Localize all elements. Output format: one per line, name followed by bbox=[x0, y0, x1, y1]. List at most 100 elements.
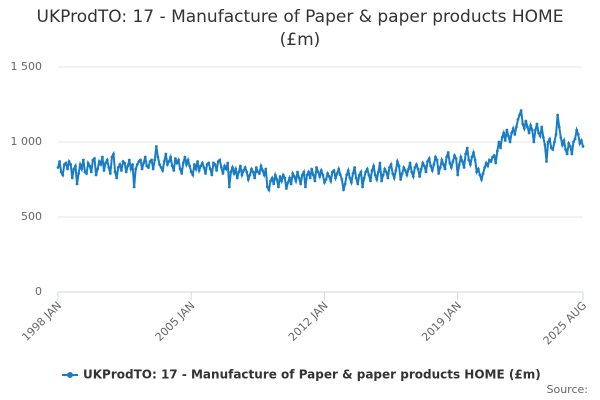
data-point bbox=[223, 164, 226, 168]
data-point bbox=[486, 164, 490, 168]
data-point bbox=[465, 146, 469, 150]
data-point bbox=[110, 155, 114, 159]
data-point bbox=[337, 167, 341, 171]
data-point bbox=[261, 169, 265, 172]
data-point bbox=[177, 158, 180, 162]
data-point bbox=[197, 169, 201, 172]
data-point bbox=[434, 155, 437, 159]
data-point bbox=[158, 163, 161, 166]
data-point bbox=[134, 167, 138, 171]
data-point bbox=[139, 158, 142, 162]
data-point bbox=[375, 178, 379, 181]
data-point bbox=[94, 173, 98, 177]
data-point bbox=[239, 164, 242, 168]
data-point bbox=[497, 140, 501, 144]
data-point bbox=[391, 172, 395, 175]
data-point bbox=[351, 172, 355, 175]
data-point bbox=[86, 161, 90, 165]
data-point bbox=[478, 173, 482, 177]
legend-label: UKProdTO: 17 - Manufacture of Paper & pa… bbox=[83, 368, 541, 382]
y-tick-label: 1 500 bbox=[11, 60, 43, 73]
data-point bbox=[503, 139, 507, 142]
data-point bbox=[64, 161, 68, 165]
data-point bbox=[196, 160, 199, 163]
data-point bbox=[415, 163, 418, 166]
data-point bbox=[386, 176, 390, 180]
data-point bbox=[234, 167, 238, 171]
data-point bbox=[151, 167, 155, 171]
data-point bbox=[232, 172, 236, 175]
data-point bbox=[189, 170, 193, 174]
data-point bbox=[166, 163, 169, 166]
data-point bbox=[378, 161, 382, 165]
data-point bbox=[437, 172, 441, 175]
x-tick-label: 2019 JAN bbox=[419, 299, 464, 344]
data-point bbox=[480, 178, 483, 181]
data-point bbox=[172, 169, 176, 172]
data-point bbox=[559, 136, 563, 139]
data-point bbox=[572, 140, 575, 144]
data-point bbox=[438, 166, 442, 169]
data-point bbox=[186, 158, 190, 162]
data-point bbox=[348, 176, 352, 180]
data-point bbox=[78, 163, 82, 166]
data-point bbox=[484, 161, 488, 165]
data-point bbox=[340, 178, 344, 181]
data-point bbox=[199, 164, 203, 168]
data-point bbox=[472, 151, 475, 154]
data-point bbox=[534, 128, 537, 132]
data-point bbox=[473, 158, 477, 162]
x-tick-label: 2005 JAN bbox=[153, 299, 198, 344]
data-point bbox=[69, 163, 73, 166]
data-point bbox=[104, 161, 107, 165]
data-point bbox=[350, 181, 353, 184]
data-point bbox=[511, 127, 515, 130]
data-point bbox=[551, 148, 555, 151]
data-point bbox=[97, 160, 101, 163]
data-point bbox=[532, 140, 536, 144]
data-point bbox=[85, 172, 88, 175]
data-point bbox=[389, 163, 393, 166]
data-point bbox=[240, 173, 244, 177]
data-point bbox=[124, 170, 128, 174]
data-point bbox=[564, 148, 567, 151]
data-point bbox=[513, 133, 517, 136]
data-point bbox=[304, 185, 307, 189]
data-point bbox=[422, 164, 426, 168]
data-point bbox=[185, 163, 188, 166]
data-point bbox=[101, 155, 104, 159]
data-point bbox=[408, 161, 412, 165]
data-point bbox=[530, 128, 534, 132]
data-point bbox=[265, 185, 269, 189]
data-point bbox=[462, 166, 466, 169]
x-tick-label: 2012 JAN bbox=[286, 299, 331, 344]
data-point bbox=[538, 134, 542, 138]
data-point bbox=[508, 140, 512, 144]
data-point bbox=[204, 172, 207, 175]
data-point bbox=[93, 157, 96, 160]
y-tick-label: 0 bbox=[35, 285, 42, 298]
data-point bbox=[215, 169, 219, 172]
data-point bbox=[202, 166, 206, 169]
data-point bbox=[251, 170, 255, 174]
data-point bbox=[264, 167, 268, 171]
data-point bbox=[253, 176, 257, 180]
data-point bbox=[526, 125, 529, 129]
data-point bbox=[541, 136, 545, 139]
data-point bbox=[127, 158, 131, 162]
data-point bbox=[578, 142, 582, 145]
data-point bbox=[181, 161, 185, 165]
series-line bbox=[57, 110, 584, 194]
data-point bbox=[59, 170, 63, 174]
data-point bbox=[419, 167, 423, 171]
data-point bbox=[183, 155, 187, 159]
data-point bbox=[453, 154, 456, 157]
data-point bbox=[573, 137, 577, 141]
data-point bbox=[289, 182, 293, 186]
data-point bbox=[129, 167, 133, 171]
data-point bbox=[288, 176, 291, 180]
data-point bbox=[277, 185, 280, 189]
data-point bbox=[424, 170, 428, 174]
data-point bbox=[556, 113, 560, 117]
data-point bbox=[272, 182, 276, 186]
